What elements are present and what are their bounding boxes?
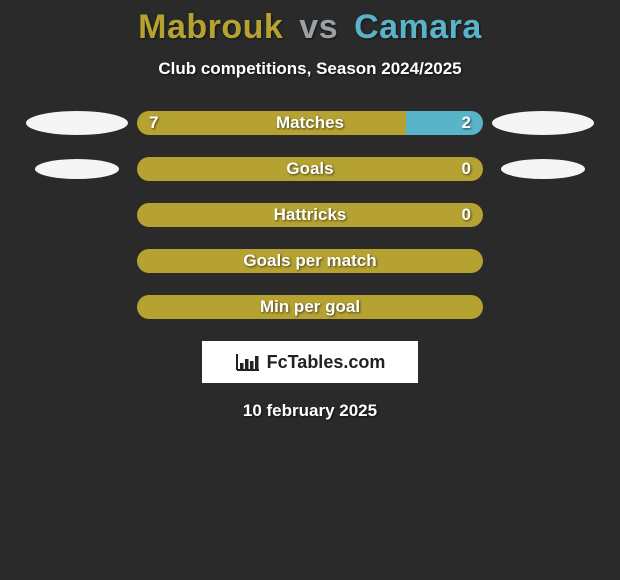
stat-row: Min per goal xyxy=(0,295,620,319)
stat-bar: Matches72 xyxy=(137,111,483,135)
player1-marker xyxy=(26,111,128,135)
player1-marker xyxy=(35,159,119,179)
stat-row: Hattricks0 xyxy=(0,203,620,227)
stat-bar: Hattricks0 xyxy=(137,203,483,227)
right-marker-slot xyxy=(483,159,603,179)
stat-row: Goals0 xyxy=(0,157,620,181)
subtitle: Club competitions, Season 2024/2025 xyxy=(0,59,620,79)
stat-row: Matches72 xyxy=(0,111,620,135)
stat-bar: Min per goal xyxy=(137,295,483,319)
bar-segment-player1 xyxy=(137,111,406,135)
comparison-infographic: Mabrouk vs Camara Club competitions, Sea… xyxy=(0,0,620,421)
stat-value-player1: 7 xyxy=(149,111,158,135)
stat-value-player2: 0 xyxy=(462,157,471,181)
player1-name: Mabrouk xyxy=(138,8,283,46)
date-label: 10 february 2025 xyxy=(0,401,620,421)
bar-segment-player1 xyxy=(137,203,483,227)
bar-segment-player1 xyxy=(137,157,483,181)
stat-value-player2: 2 xyxy=(462,111,471,135)
vs-separator: vs xyxy=(299,8,338,46)
stat-value-player2: 0 xyxy=(462,203,471,227)
bar-chart-icon xyxy=(235,352,261,372)
left-marker-slot xyxy=(17,111,137,135)
stat-bar: Goals0 xyxy=(137,157,483,181)
logo-text: FcTables.com xyxy=(267,352,386,373)
bar-segment-player1 xyxy=(137,295,483,319)
stat-bar: Goals per match xyxy=(137,249,483,273)
player2-name: Camara xyxy=(354,8,482,46)
bar-segment-player1 xyxy=(137,249,483,273)
player2-marker xyxy=(492,111,594,135)
right-marker-slot xyxy=(483,111,603,135)
page-title: Mabrouk vs Camara xyxy=(0,8,620,47)
source-logo: FcTables.com xyxy=(202,341,418,383)
stat-bars: Matches72Goals0Hattricks0Goals per match… xyxy=(0,111,620,319)
player2-marker xyxy=(501,159,585,179)
bar-segment-player2 xyxy=(406,111,483,135)
stat-row: Goals per match xyxy=(0,249,620,273)
left-marker-slot xyxy=(17,159,137,179)
